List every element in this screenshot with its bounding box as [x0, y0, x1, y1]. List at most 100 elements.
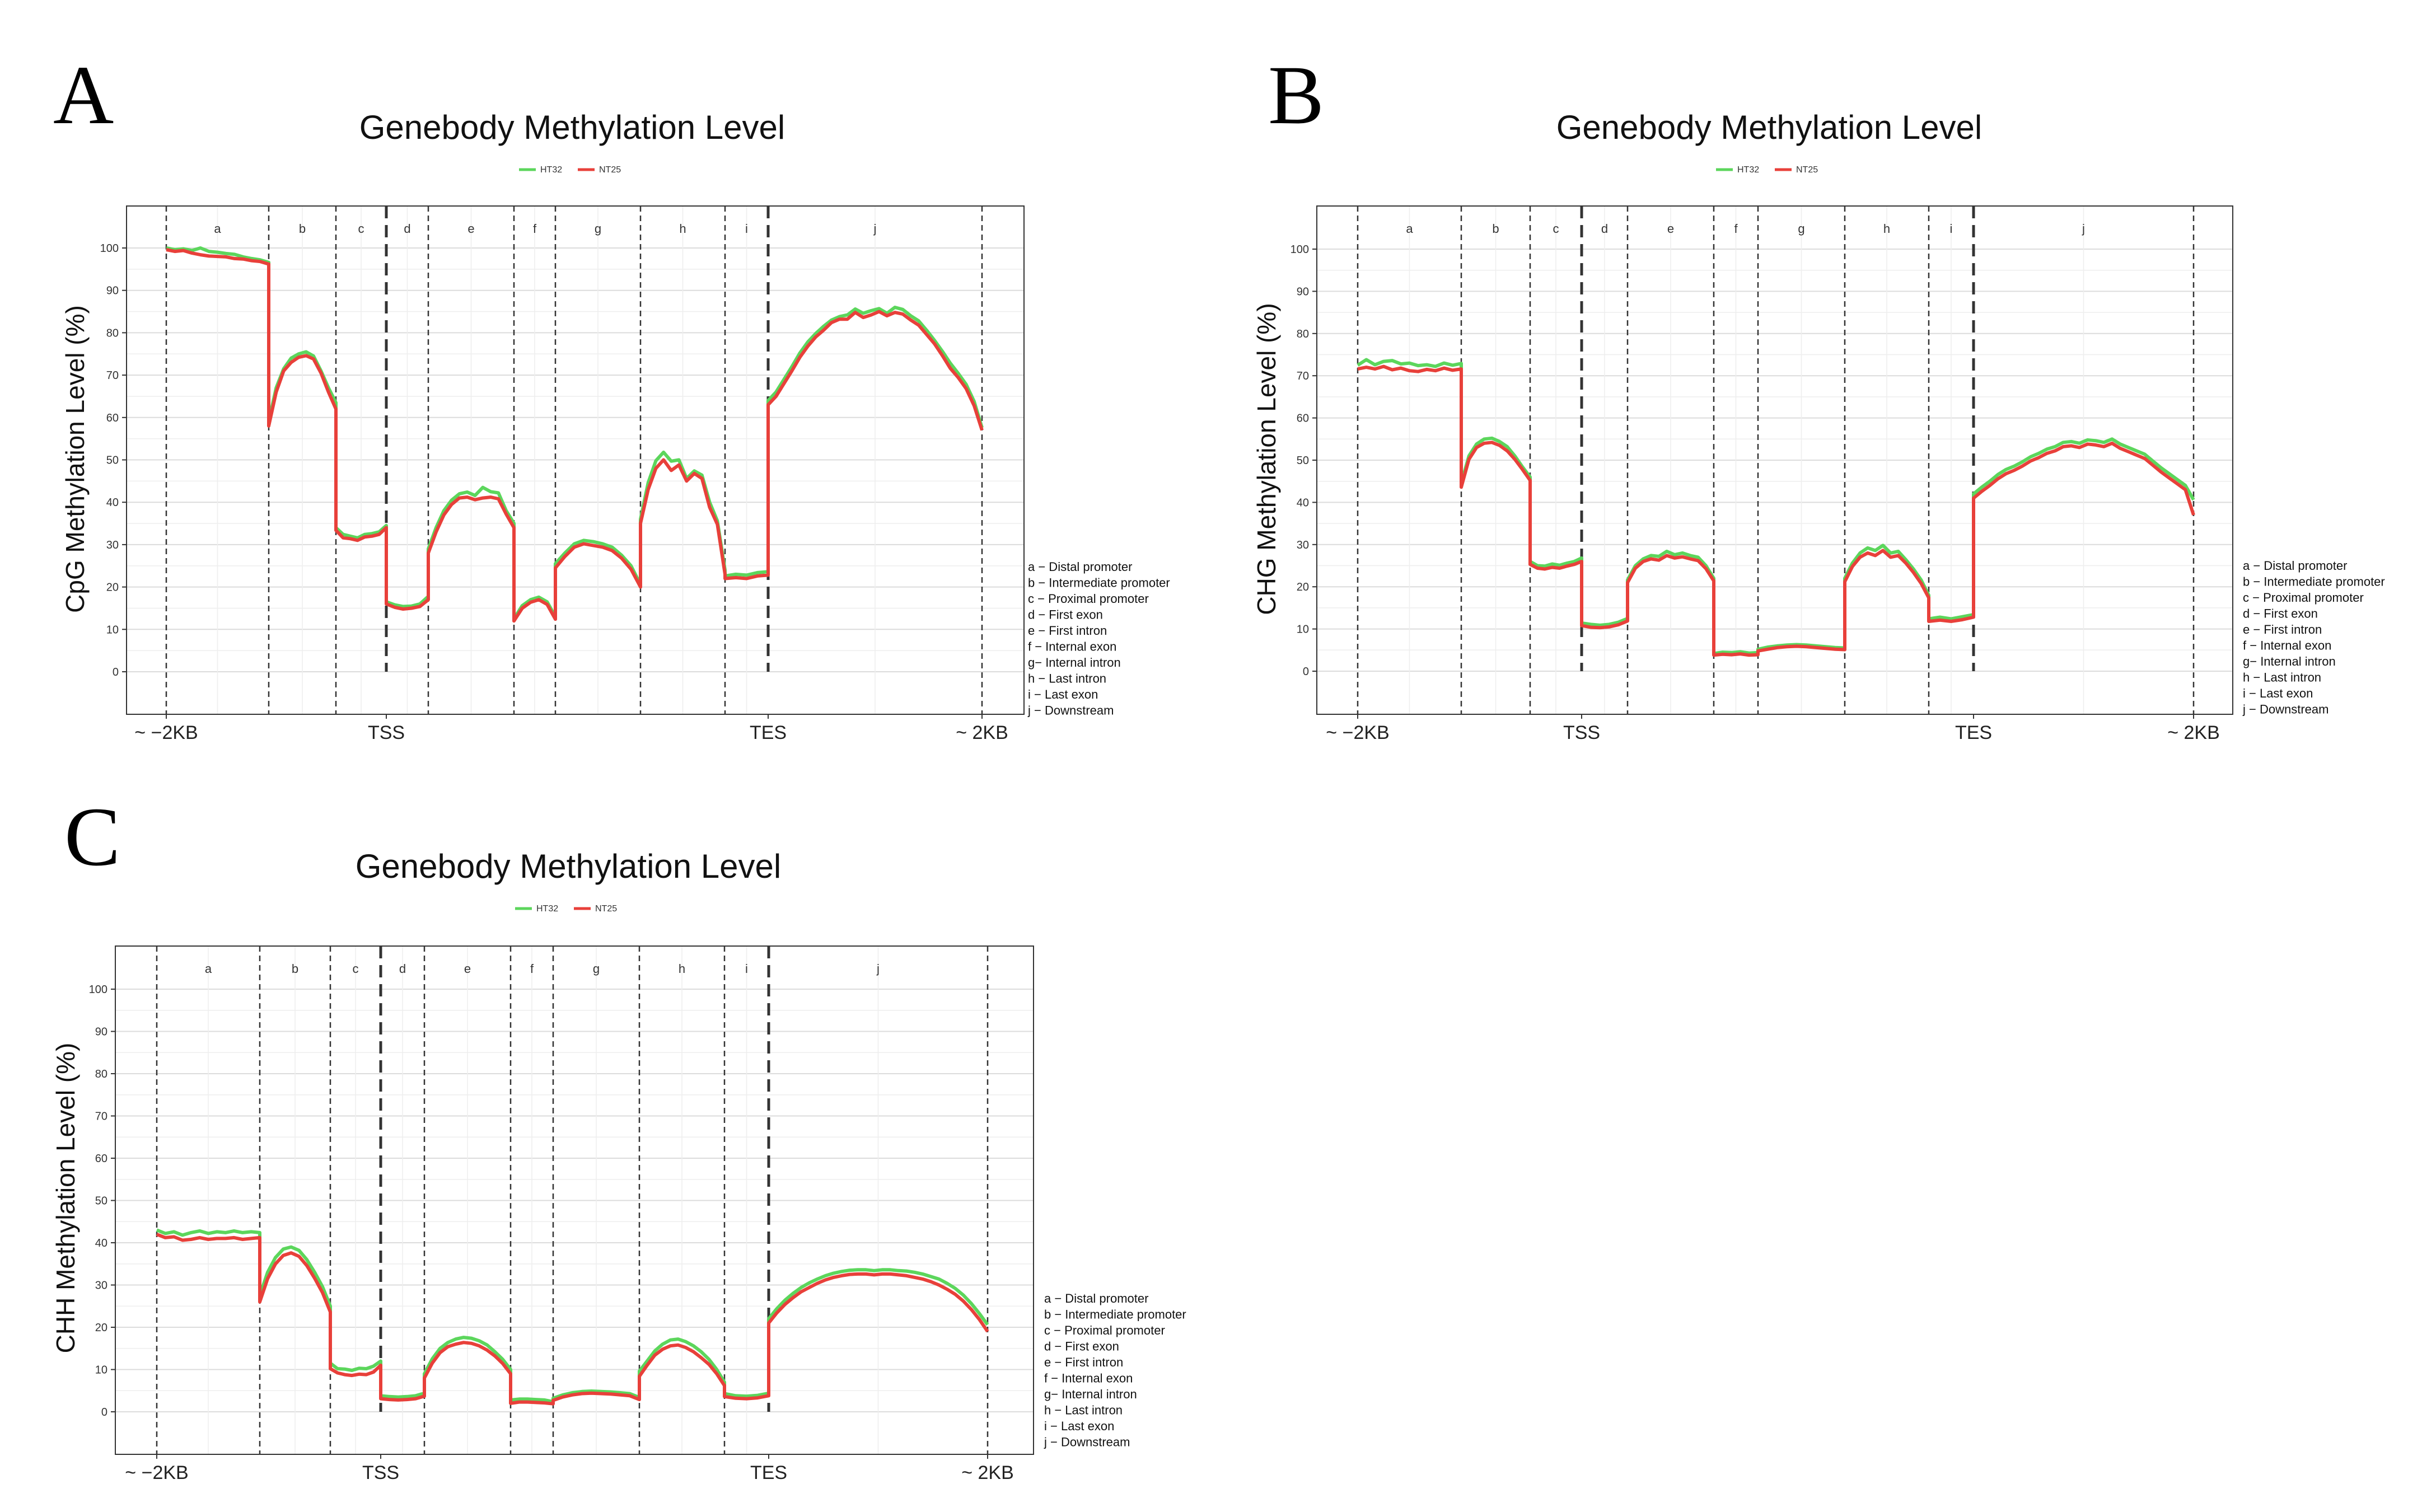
y-tick-label: 10	[106, 624, 119, 636]
legend: HT32 NT25	[1716, 165, 1818, 175]
y-tick-label: 0	[113, 666, 119, 678]
region-legend-item-e: e − First intron	[1028, 624, 1107, 638]
region-letter-c: c	[353, 962, 359, 976]
region-legend-item-i: i − Last exon	[1044, 1419, 1114, 1433]
y-tick-label: 70	[106, 369, 119, 382]
x-tick-label: ~ 2KB	[2167, 722, 2220, 743]
region-legend: a − Distal promoter b − Intermediate prom…	[1044, 1291, 1186, 1449]
region-letter-h: h	[679, 962, 685, 976]
y-axis-label: CpG Methylation Level (%)	[60, 305, 90, 613]
region-letter-b: b	[1492, 222, 1499, 236]
region-legend-item-e: e − First intron	[2243, 622, 2322, 636]
region-legend-item-a: a − Distal promoter	[1044, 1291, 1148, 1305]
chart-title: Genebody Methylation Level	[1556, 109, 1983, 146]
legend: HT32 NT25	[515, 904, 617, 914]
gridlines	[115, 946, 1034, 1454]
y-tick-label: 40	[95, 1237, 107, 1249]
x-tick-label: ~ −2KB	[125, 1462, 188, 1483]
region-legend-item-j: j − Downstream	[1027, 704, 1114, 718]
region-legend-item-f: f − Internal exon	[1028, 640, 1116, 654]
region-legend-item-c: c − Proximal promoter	[2243, 591, 2364, 605]
y-tick-label: 100	[1291, 244, 1309, 256]
region-legend-item-b: b − Intermediate promoter	[1044, 1308, 1186, 1322]
legend-label-ht32: HT32	[1737, 165, 1759, 175]
region-letter-j: j	[876, 962, 880, 976]
region-letter-g: g	[595, 222, 601, 236]
x-tick-label: TSS	[1563, 722, 1600, 743]
region-legend-item-f: f − Internal exon	[2243, 639, 2331, 653]
region-legend: a − Distal promoter b − Intermediate prom…	[2242, 559, 2385, 717]
y-tick-label: 60	[106, 412, 119, 424]
region-legend-item-g: g− Internal intron	[2243, 654, 2336, 668]
y-tick-label: 10	[1297, 624, 1309, 636]
region-legend-item-g: g− Internal intron	[1028, 656, 1121, 670]
region-letter-j: j	[873, 222, 877, 236]
legend-label-ht32: HT32	[536, 904, 558, 914]
x-tick-label: TSS	[368, 722, 405, 743]
region-letter-f: f	[530, 962, 534, 976]
series-line-nt25	[156, 1233, 989, 1406]
region-legend-item-a: a − Distal promoter	[2243, 559, 2347, 573]
x-tick-label: TES	[750, 1462, 787, 1483]
series-line-ht32	[166, 246, 984, 621]
region-letter-e: e	[464, 962, 471, 976]
series-line-nt25	[166, 248, 984, 623]
y-tick-label: 0	[101, 1406, 107, 1419]
x-tick-label: ~ −2KB	[134, 722, 198, 743]
panel-a: A Genebody Methylation Level HT32 NT25 0 10 20…	[53, 49, 1170, 743]
legend-label-ht32: HT32	[540, 165, 562, 175]
y-tick-label: 50	[1297, 455, 1309, 467]
y-axis-label: CHH Methylation Level (%)	[51, 1043, 80, 1354]
x-tick-label: TSS	[362, 1462, 399, 1483]
region-letter-a: a	[205, 962, 212, 976]
y-tick-label: 30	[1297, 539, 1309, 551]
region-letter-g: g	[1798, 222, 1804, 236]
region-letter-f: f	[533, 222, 537, 236]
y-tick-label: 80	[1297, 328, 1309, 340]
y-tick-label: 60	[1297, 413, 1309, 425]
region-letter-j: j	[2082, 222, 2085, 236]
region-letter-a: a	[214, 222, 221, 236]
x-tick-label: ~ −2KB	[1326, 722, 1389, 743]
y-tick-label: 30	[95, 1280, 107, 1292]
region-letter-g: g	[593, 962, 600, 976]
region-legend-item-j: j − Downstream	[2242, 703, 2329, 717]
region-letter-a: a	[1406, 222, 1413, 236]
region-letter-h: h	[1883, 222, 1890, 236]
panel-c: C Genebody Methylation Level HT32 NT25 0 10 20…	[51, 790, 1186, 1483]
x-tick-label: TES	[1955, 722, 1992, 743]
y-tick-label: 40	[106, 497, 119, 509]
region-legend-item-h: h − Last intron	[1028, 672, 1106, 686]
panel-letter: B	[1268, 49, 1324, 142]
region-letter-i: i	[1950, 222, 1953, 236]
x-tick-label: TES	[750, 722, 787, 743]
y-tick-label: 80	[106, 327, 119, 339]
region-letter-e: e	[467, 222, 474, 236]
legend-label-nt25: NT25	[1796, 165, 1818, 175]
region-letter-c: c	[1553, 222, 1559, 236]
region-letter-i: i	[745, 222, 748, 236]
series-line-ht32	[1357, 358, 2195, 656]
y-axis-label: CHG Methylation Level (%)	[1252, 303, 1281, 615]
y-tick-label: 0	[1303, 666, 1309, 678]
y-tick-label: 20	[95, 1322, 107, 1334]
y-tick-label: 90	[1297, 285, 1309, 298]
legend-label-nt25: NT25	[599, 165, 621, 175]
region-legend-item-d: d − First exon	[1028, 608, 1103, 622]
y-tick-label: 90	[95, 1026, 107, 1038]
y-tick-label: 50	[95, 1195, 107, 1207]
y-tick-label: 100	[100, 242, 119, 255]
gridlines	[127, 206, 1024, 714]
legend-label-nt25: NT25	[595, 904, 617, 914]
region-legend-item-d: d − First exon	[2243, 607, 2318, 621]
y-tick-label: 60	[95, 1153, 107, 1165]
y-tick-label: 10	[95, 1364, 107, 1377]
y-tick-label: 50	[106, 455, 119, 467]
x-tick-label: ~ 2KB	[956, 722, 1008, 743]
region-legend-item-c: c − Proximal promoter	[1028, 592, 1149, 606]
chart-title: Genebody Methylation Level	[356, 848, 782, 885]
y-tick-label: 90	[106, 285, 119, 297]
y-tick-label: 20	[106, 582, 119, 594]
region-legend-item-h: h − Last intron	[1044, 1403, 1123, 1417]
y-tick-label: 70	[1297, 370, 1309, 382]
